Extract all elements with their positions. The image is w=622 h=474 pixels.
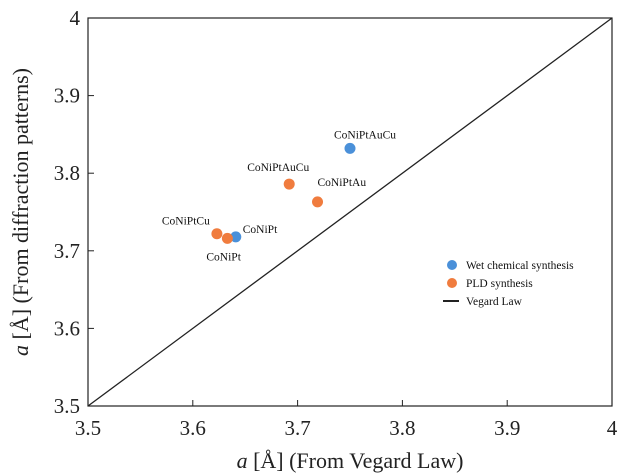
data-point-label: CoNiPt (206, 251, 241, 263)
legend-label-wet-chemical: Wet chemical synthesis (466, 260, 574, 272)
y-tick-label: 4 (70, 6, 81, 30)
y-tick-label: 3.5 (54, 394, 80, 418)
y-tick-label: 3.7 (54, 239, 80, 263)
data-point (344, 142, 356, 154)
data-point (211, 228, 223, 240)
legend-label-vegard-law: Vegard Law (466, 296, 523, 308)
legend: Wet chemical synthesis PLD synthesis Veg… (443, 260, 574, 308)
data-point-label: CoNiPtAu (318, 177, 367, 189)
x-tick-label: 3.8 (389, 416, 415, 440)
y-tick-label: 3.6 (54, 316, 80, 340)
data-point-label: CoNiPtCu (162, 216, 210, 228)
data-point (283, 178, 295, 190)
legend-marker-pld (447, 278, 457, 288)
x-tick-label: 4 (607, 416, 618, 440)
plot-frame (87, 17, 613, 407)
x-tick-label: 3.5 (75, 416, 101, 440)
y-axis-title-text: [Å] (From diffraction patterns) (8, 68, 33, 345)
x-axis-title-text: [Å] (From Vegard Law) (248, 448, 464, 473)
data-point-label: CoNiPtAuCu (334, 129, 396, 141)
ticks-layer: 3.5 3.6 3.7 3.8 3.9 4 3.5 3.6 3.7 3.8 3.9 4 (54, 6, 618, 440)
y-tick-label: 3.8 (54, 161, 80, 185)
data-point (312, 196, 324, 208)
y-tick-label: 3.9 (54, 84, 80, 108)
y-axis-title: a [Å] (From diffraction patterns) (8, 68, 33, 356)
x-tick-label: 3.6 (180, 416, 206, 440)
vegard-law-line (87, 17, 613, 407)
data-point (221, 232, 233, 244)
x-axis-title: a [Å] (From Vegard Law) (237, 448, 464, 473)
x-tick-label: 3.7 (284, 416, 310, 440)
data-point-label: CoNiPt (243, 224, 278, 236)
legend-marker-wet-chemical (447, 260, 457, 270)
y-axis-title-symbol: a (8, 345, 33, 356)
x-tick-label: 3.9 (494, 416, 520, 440)
legend-label-pld: PLD synthesis (466, 278, 533, 290)
point-labels-layer: CoNiPtAuCu CoNiPt CoNiPtAuCu CoNiPtAu CoNiPt… (162, 129, 396, 263)
data-point-label: CoNiPtAuCu (247, 162, 309, 174)
points-layer (211, 142, 356, 244)
x-axis-title-symbol: a (237, 448, 248, 473)
data-point (230, 231, 242, 243)
